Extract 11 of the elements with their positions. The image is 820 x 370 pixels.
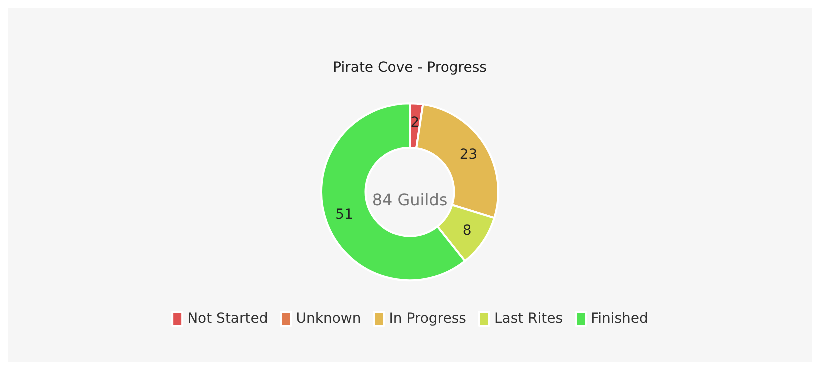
legend-label: Last Rites (494, 311, 564, 327)
chart-title: Pirate Cove - Progress (333, 60, 487, 76)
data-label: 2 (410, 114, 420, 131)
data-label: 23 (460, 147, 478, 164)
legend-label: Finished (591, 311, 648, 327)
data-label: 51 (336, 206, 354, 223)
legend-label: Unknown (296, 311, 362, 327)
text: 84 Guilds (372, 190, 448, 210)
legend-label: Not Started (188, 311, 268, 327)
data-label: 8 (462, 223, 472, 240)
legend-label: In Progress (389, 311, 466, 327)
